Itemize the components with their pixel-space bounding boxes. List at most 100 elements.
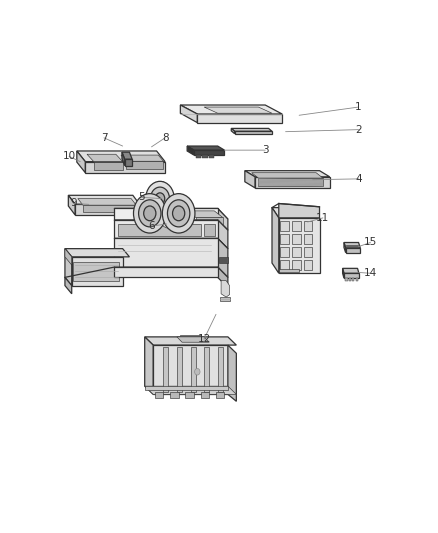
Polygon shape (218, 208, 228, 230)
Polygon shape (344, 273, 359, 278)
Polygon shape (346, 245, 358, 246)
Polygon shape (180, 335, 201, 336)
Polygon shape (255, 177, 330, 188)
Polygon shape (343, 268, 344, 278)
Polygon shape (145, 337, 153, 394)
Circle shape (134, 193, 166, 233)
Polygon shape (204, 224, 215, 236)
Circle shape (146, 181, 174, 216)
Circle shape (155, 193, 165, 204)
Polygon shape (352, 278, 354, 281)
Circle shape (162, 193, 195, 233)
Circle shape (178, 211, 190, 225)
Polygon shape (194, 150, 224, 155)
Polygon shape (65, 277, 72, 294)
Text: 14: 14 (364, 268, 377, 278)
Text: 6: 6 (148, 221, 155, 231)
Circle shape (167, 200, 190, 227)
Polygon shape (280, 234, 290, 244)
Circle shape (160, 207, 177, 228)
Circle shape (138, 200, 161, 227)
Text: 4: 4 (355, 174, 362, 184)
Polygon shape (197, 114, 282, 123)
Circle shape (151, 187, 170, 210)
Polygon shape (201, 392, 209, 399)
Polygon shape (83, 205, 136, 212)
Polygon shape (114, 238, 228, 248)
Polygon shape (349, 278, 351, 281)
Polygon shape (346, 248, 360, 253)
Polygon shape (122, 152, 132, 159)
Polygon shape (191, 347, 196, 392)
Polygon shape (292, 221, 301, 231)
Text: 15: 15 (364, 238, 377, 247)
Polygon shape (279, 269, 299, 272)
Polygon shape (231, 128, 235, 134)
Polygon shape (85, 161, 165, 173)
Polygon shape (153, 345, 228, 394)
Polygon shape (68, 195, 140, 204)
Polygon shape (114, 267, 228, 277)
Polygon shape (304, 234, 312, 244)
Text: 9: 9 (70, 198, 77, 208)
Polygon shape (77, 151, 85, 173)
Text: 8: 8 (162, 133, 168, 143)
Polygon shape (218, 347, 223, 392)
Polygon shape (72, 257, 123, 286)
Text: 10: 10 (63, 151, 76, 161)
Polygon shape (279, 218, 320, 273)
Polygon shape (177, 337, 209, 342)
Polygon shape (245, 171, 330, 177)
Circle shape (175, 207, 192, 228)
Polygon shape (117, 224, 201, 236)
Polygon shape (258, 178, 323, 186)
Polygon shape (78, 199, 136, 205)
Polygon shape (304, 260, 312, 270)
Polygon shape (219, 257, 228, 263)
Polygon shape (196, 217, 223, 224)
Polygon shape (187, 146, 194, 155)
Polygon shape (187, 146, 224, 150)
Polygon shape (185, 392, 194, 399)
Text: 11: 11 (316, 213, 329, 223)
Polygon shape (343, 268, 359, 273)
Polygon shape (74, 262, 119, 281)
Polygon shape (157, 181, 162, 184)
Text: 2: 2 (355, 125, 362, 135)
Polygon shape (68, 195, 75, 215)
Text: 1: 1 (355, 102, 362, 112)
Polygon shape (228, 345, 237, 401)
Polygon shape (114, 208, 218, 220)
Polygon shape (251, 173, 323, 178)
Polygon shape (126, 161, 163, 169)
Circle shape (173, 206, 185, 221)
Polygon shape (280, 221, 290, 231)
Polygon shape (114, 220, 228, 230)
Polygon shape (221, 281, 230, 297)
Polygon shape (175, 218, 193, 223)
Polygon shape (216, 392, 224, 399)
Polygon shape (114, 208, 228, 219)
Polygon shape (292, 234, 301, 244)
Polygon shape (114, 220, 218, 238)
Polygon shape (220, 297, 230, 301)
Polygon shape (272, 207, 279, 273)
Polygon shape (280, 247, 290, 257)
Polygon shape (196, 155, 201, 158)
Polygon shape (180, 105, 197, 123)
Circle shape (162, 211, 175, 225)
Polygon shape (114, 238, 218, 267)
Polygon shape (122, 152, 125, 166)
Polygon shape (272, 207, 320, 218)
Polygon shape (204, 347, 209, 392)
Polygon shape (218, 267, 228, 288)
Polygon shape (145, 386, 237, 394)
Polygon shape (344, 243, 360, 248)
Polygon shape (145, 386, 228, 390)
Polygon shape (204, 107, 272, 113)
Polygon shape (121, 155, 163, 161)
Polygon shape (125, 159, 132, 166)
Polygon shape (160, 218, 178, 223)
Polygon shape (187, 211, 223, 217)
Polygon shape (145, 337, 237, 345)
